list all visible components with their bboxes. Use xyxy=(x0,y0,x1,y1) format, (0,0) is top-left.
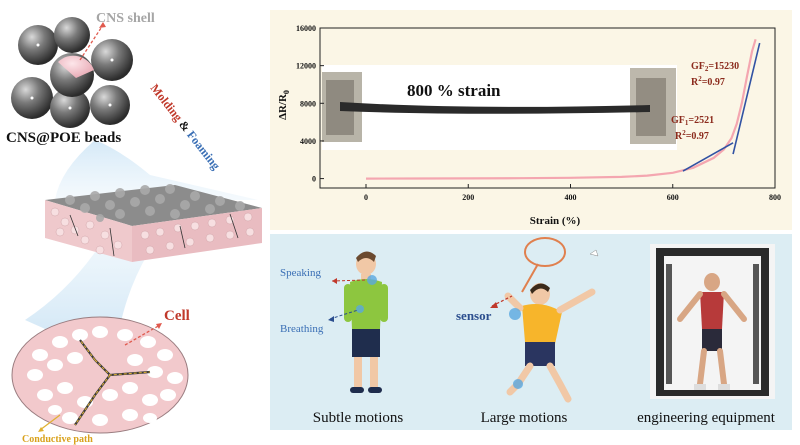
y-tick-label: 16000 xyxy=(296,24,316,33)
badminton-player-icon xyxy=(504,237,599,403)
resistance-curve xyxy=(365,38,757,180)
resistance-strain-chart-panel: 0 200 400 600 800 0 4000 8000 12000 16000 800 % s… xyxy=(270,10,792,230)
gf2-sub: 2 xyxy=(705,65,709,73)
chart-axes xyxy=(319,27,776,189)
r2-2-sup: 2 xyxy=(698,75,702,83)
upper-funnel xyxy=(55,140,258,200)
speaking-pointer xyxy=(331,279,367,282)
gf2-value: =15230 xyxy=(708,61,739,72)
x-tick-label: 400 xyxy=(565,193,577,202)
r2-1-label: R xyxy=(675,131,683,142)
standing-person-icon xyxy=(344,251,388,393)
y-axis-label-sub: 0 xyxy=(282,90,291,94)
gym-equipment-photo xyxy=(650,244,775,399)
caption-subtle-motions: Subtle motions xyxy=(313,410,404,426)
y-tick-label: 4000 xyxy=(300,137,316,146)
stretched-sample-photo xyxy=(322,65,677,150)
path-pointer xyxy=(39,414,61,431)
r2-1-sup: 2 xyxy=(682,129,686,137)
y-tick-label: 0 xyxy=(312,175,316,184)
r2-2-label: R xyxy=(691,77,699,88)
process-word-molding: Molding xyxy=(148,81,186,124)
process-label: Molding & Foaming xyxy=(148,81,223,172)
gf2-annotation: GF2=15230 xyxy=(691,61,739,73)
cns-poe-beads-icon xyxy=(11,17,133,128)
x-tick-label: 200 xyxy=(462,193,474,202)
gf1-label: GF xyxy=(671,115,685,126)
x-tick-label: 800 xyxy=(769,193,781,202)
r2-1-value: =0.97 xyxy=(686,131,709,142)
r2-2-value: =0.97 xyxy=(702,77,725,88)
r2-1-annotation: R2=0.97 xyxy=(675,129,709,142)
foam-block-icon xyxy=(45,184,262,262)
applications-illustration: Speaking Breathing sensor xyxy=(280,237,776,426)
speaking-label: Speaking xyxy=(280,267,321,279)
gf1-annotation: GF1=2521 xyxy=(671,115,714,127)
cell-pointer xyxy=(124,324,161,346)
shell-label: CNS shell xyxy=(96,11,155,26)
gf1-value: =2521 xyxy=(688,115,714,126)
chart-curve xyxy=(365,38,761,180)
gf2-label: GF xyxy=(691,61,705,72)
strain-annotation: 800 % strain xyxy=(407,81,501,100)
y-axis-label-main: ΔR/R xyxy=(277,93,289,120)
x-tick-label: 600 xyxy=(667,193,679,202)
shell-pointer xyxy=(79,24,104,61)
r2-2-annotation: R2=0.97 xyxy=(691,75,725,88)
gf1-sub: 1 xyxy=(685,119,689,127)
beads-label: CNS@POE beads xyxy=(6,130,121,146)
fit-line xyxy=(732,42,761,155)
applications-panel: Speaking Breathing sensor xyxy=(270,234,792,430)
preparation-schematic: CNS shell CNS@POE beads Molding & Foamin… xyxy=(6,11,262,445)
caption-engineering-equipment: engineering equipment xyxy=(637,410,776,426)
caption-large-motions: Large motions xyxy=(481,410,568,426)
breathing-label: Breathing xyxy=(280,323,324,335)
sensor-pointer xyxy=(491,295,513,307)
sensor-label: sensor xyxy=(456,308,492,323)
cell-label: Cell xyxy=(164,308,190,324)
x-axis-label: Strain (%) xyxy=(530,215,581,227)
y-tick-label: 12000 xyxy=(296,62,316,71)
conductive-path-label: Conductive path xyxy=(22,434,93,445)
cell-cross-section-icon xyxy=(11,316,189,434)
x-tick-label: 0 xyxy=(364,193,368,202)
y-tick-label: 8000 xyxy=(300,99,316,108)
fit-line xyxy=(682,142,734,172)
plot-frame xyxy=(319,27,776,189)
process-word-foaming: Foaming xyxy=(184,128,223,172)
y-axis-label: ΔR/R0 xyxy=(277,90,291,120)
